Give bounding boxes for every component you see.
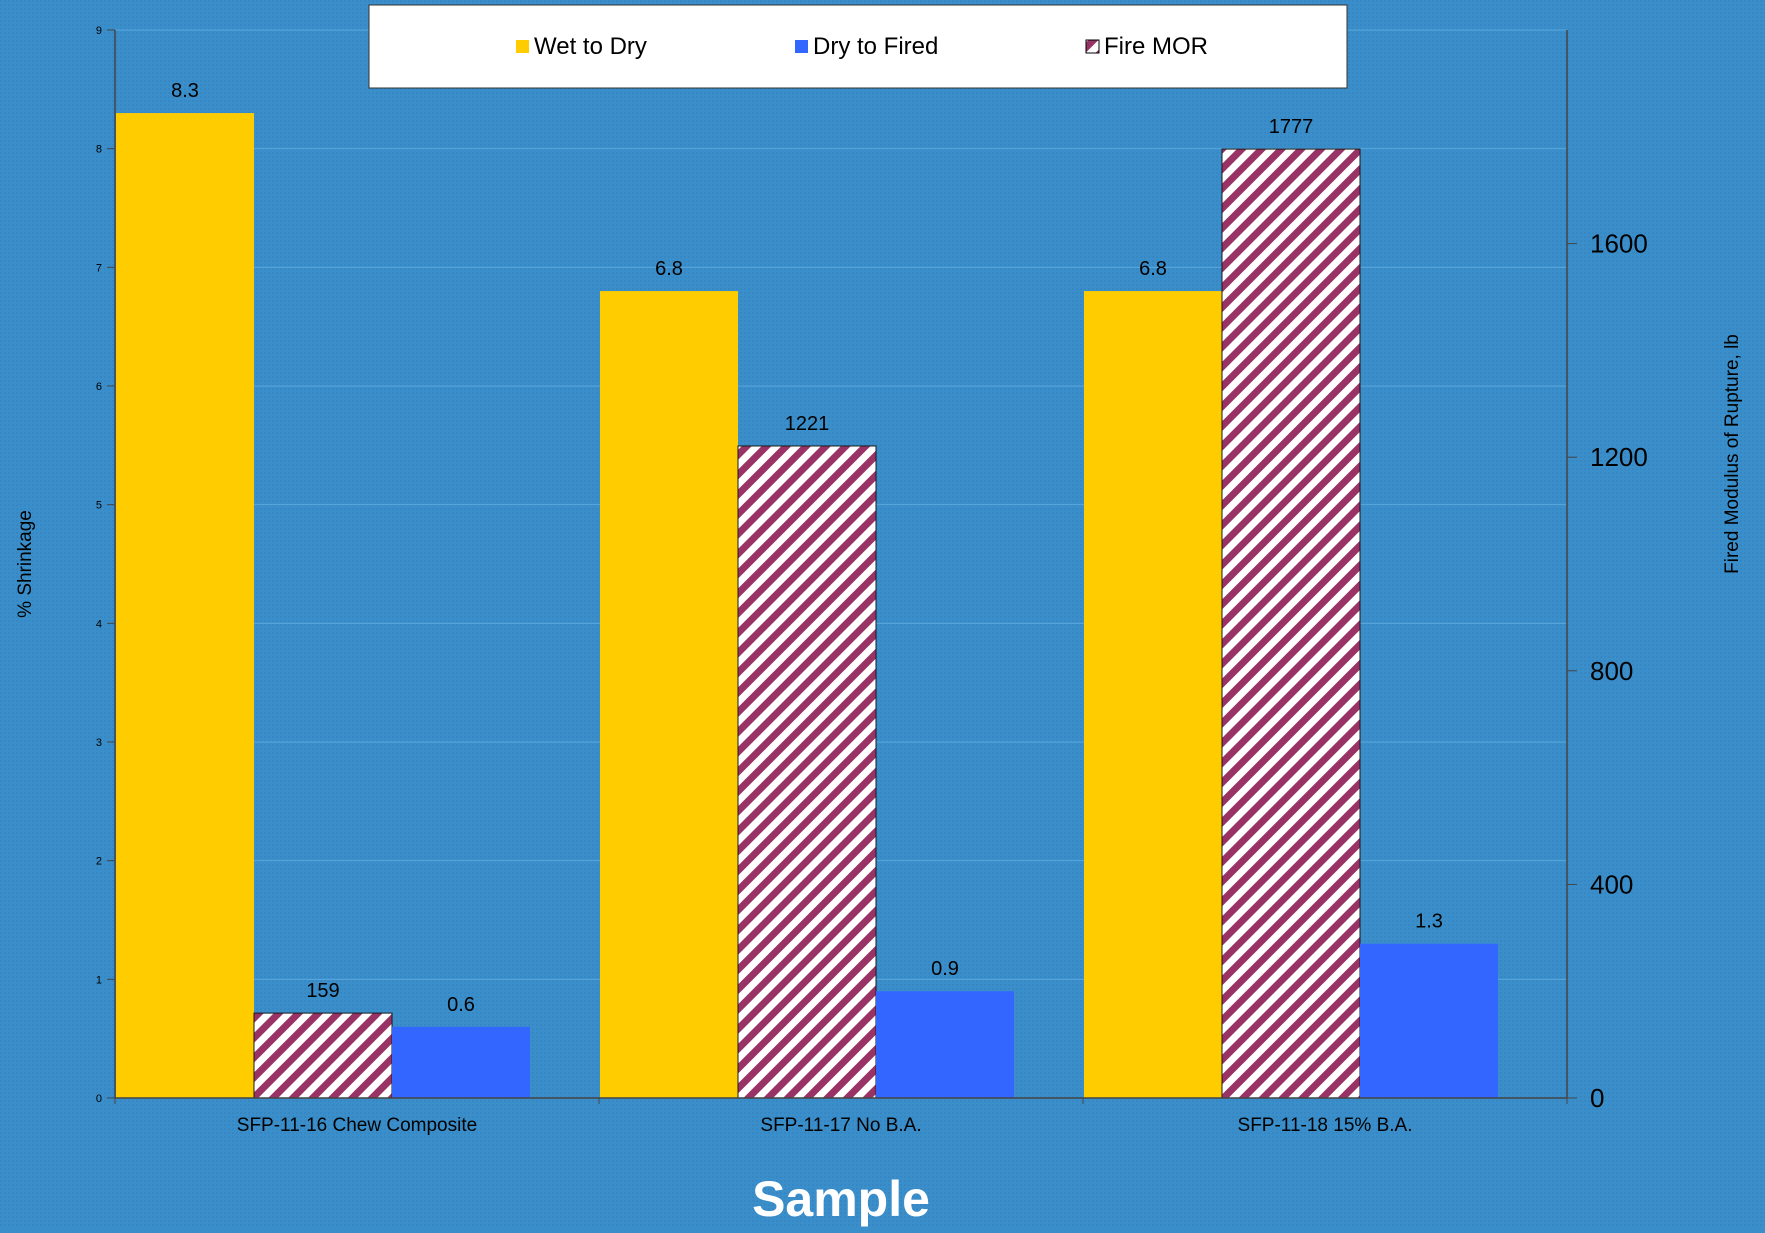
x-tick-label: SFP-11-18 15% B.A. — [1238, 1115, 1413, 1136]
legend-swatch — [516, 40, 529, 53]
x-tick-label: SFP-11-16 Chew Composite — [237, 1115, 477, 1136]
y-tick-label: 3 — [96, 737, 102, 749]
y-tick-label: 1 — [96, 974, 102, 986]
y2-tick-label: 400 — [1590, 869, 1633, 899]
data-label: 1.3 — [1415, 911, 1443, 933]
data-label: 6.8 — [1139, 258, 1167, 280]
bar — [253, 1012, 393, 1099]
y-tick-label: 7 — [96, 262, 102, 274]
data-label: 8.3 — [171, 80, 199, 102]
data-label: 0.9 — [931, 958, 959, 980]
data-label: 6.8 — [655, 258, 683, 280]
legend-swatch — [795, 40, 808, 53]
bar — [392, 1026, 530, 1098]
bar — [1221, 148, 1361, 1099]
data-label: 0.6 — [447, 994, 475, 1016]
bar — [600, 291, 738, 1099]
y2-tick-label: 800 — [1590, 656, 1633, 686]
y-tick-label: 2 — [96, 856, 102, 868]
x-tick-label: SFP-11-17 No B.A. — [760, 1115, 921, 1136]
y2-tick-label: 1200 — [1590, 442, 1648, 472]
bar — [876, 991, 1014, 1098]
y-tick-label: 0 — [96, 1093, 102, 1105]
y-tick-label: 9 — [96, 25, 102, 37]
y2-tick-label: 1600 — [1590, 229, 1648, 259]
bar — [737, 445, 877, 1099]
data-label: 1221 — [785, 413, 830, 435]
legend-label: Fire MOR — [1104, 33, 1208, 60]
legend-box — [368, 4, 1348, 89]
bar — [1360, 943, 1498, 1098]
y2-tick-label: 0 — [1590, 1083, 1604, 1113]
y-axis-title: % Shrinkage — [15, 510, 36, 618]
y-tick-label: 4 — [96, 618, 102, 630]
legend-label: Dry to Fired — [813, 33, 938, 60]
bar — [116, 113, 254, 1099]
x-axis-title: Sample — [752, 1171, 930, 1227]
legend-swatch — [1085, 39, 1100, 54]
y-tick-label: 5 — [96, 500, 102, 512]
legend-label: Wet to Dry — [534, 33, 647, 60]
y2-axis-title: Fired Modulus of Rupture, lb — [1722, 334, 1743, 574]
data-label: 1777 — [1269, 116, 1314, 138]
y-tick-label: 6 — [96, 381, 102, 393]
data-label: 159 — [306, 980, 339, 1002]
y-tick-label: 8 — [96, 144, 102, 156]
bar — [1084, 291, 1222, 1099]
